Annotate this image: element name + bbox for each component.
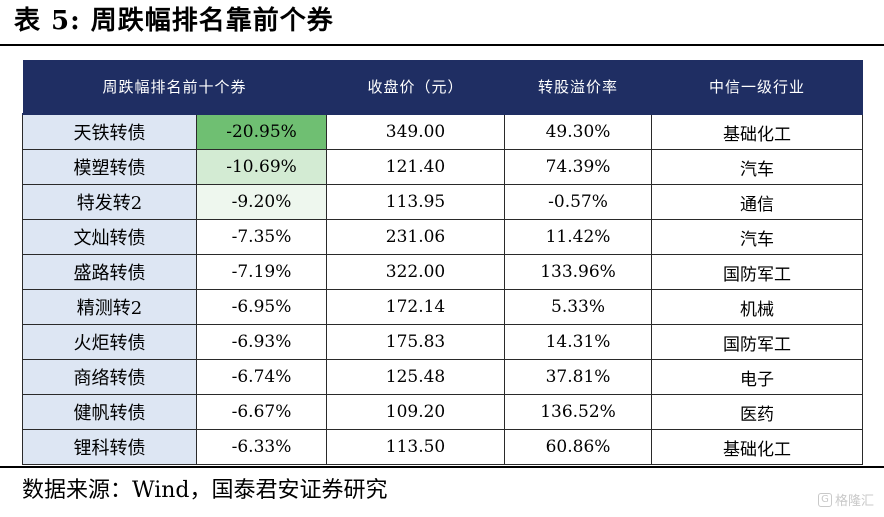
premium-rate-cell: 37.81% [504,359,653,395]
industry-cell: 国防军工 [651,324,864,360]
bond-name-cell: 火炬转债 [22,324,197,360]
weekly-change-cell: -6.33% [195,429,328,465]
table-row: 模塑转债 -10.69% 121.40 74.39% 汽车 [22,149,864,185]
industry-cell: 医药 [651,394,864,430]
premium-rate-cell: 14.31% [504,324,653,360]
bond-name-cell: 特发转2 [22,184,197,220]
premium-rate-cell: 136.52% [504,394,653,430]
premium-rate-cell: 11.42% [504,219,653,255]
bottom-rule [0,466,884,468]
premium-rate-cell: 49.30% [504,113,653,150]
premium-rate-cell: -0.57% [504,184,653,220]
close-price-cell: 231.06 [326,219,506,255]
table-row: 文灿转债 -7.35% 231.06 11.42% 汽车 [22,219,864,255]
close-price-cell: 172.14 [326,289,506,325]
table-title: 表 5: 周跌幅排名靠前个券 [14,6,334,36]
industry-cell: 汽车 [651,219,864,255]
bond-name-cell: 健帆转债 [22,394,197,430]
premium-rate-cell: 60.86% [504,429,653,465]
close-price-cell: 349.00 [326,113,506,150]
table-row: 火炬转债 -6.93% 175.83 14.31% 国防军工 [22,324,864,360]
top-rule [0,44,884,46]
weekly-change-cell: -10.69% [195,149,328,185]
table-row: 特发转2 -9.20% 113.95 -0.57% 通信 [22,184,864,220]
premium-rate-cell: 74.39% [504,149,653,185]
industry-cell: 机械 [651,289,864,325]
weekly-change-cell: -7.19% [195,254,328,290]
weekly-change-cell: -9.20% [195,184,328,220]
close-price-cell: 121.40 [326,149,506,185]
table-row: 商络转债 -6.74% 125.48 37.81% 电子 [22,359,864,395]
weekly-change-cell: -6.95% [195,289,328,325]
table-row: 锂科转债 -6.33% 113.50 60.86% 基础化工 [22,429,864,465]
close-price-cell: 113.50 [326,429,506,465]
table-row: 健帆转债 -6.67% 109.20 136.52% 医药 [22,394,864,430]
close-price-cell: 109.20 [326,394,506,430]
weekly-change-cell: -6.67% [195,394,328,430]
bond-name-cell: 商络转债 [22,359,197,395]
industry-cell: 基础化工 [651,429,864,465]
table-header-row: 周跌幅排名前十个券 收盘价（元） 转股溢价率 中信一级行业 [22,60,863,114]
bond-name-cell: 锂科转债 [22,429,197,465]
weekly-change-cell: -20.95% [195,113,328,150]
table-row: 盛路转债 -7.19% 322.00 133.96% 国防军工 [22,254,864,290]
bond-name-cell: 精测转2 [22,289,197,325]
premium-rate-cell: 5.33% [504,289,653,325]
weekly-change-cell: -7.35% [195,219,328,255]
industry-cell: 通信 [651,184,864,220]
table-row: 精测转2 -6.95% 172.14 5.33% 机械 [22,289,864,325]
watermark-logo-icon: G [817,492,832,507]
bond-name-cell: 文灿转债 [22,219,197,255]
premium-rate-cell: 133.96% [504,254,653,290]
bond-name-cell: 模塑转债 [22,149,197,185]
header-ranking: 周跌幅排名前十个券 [22,60,327,114]
bond-name-cell: 天铁转债 [22,113,197,150]
industry-cell: 国防军工 [651,254,864,290]
weekly-change-cell: -6.74% [195,359,328,395]
decliners-table: 周跌幅排名前十个券 收盘价（元） 转股溢价率 中信一级行业 天铁转债 -20.95… [22,60,864,465]
weekly-change-cell: -6.93% [195,324,328,360]
close-price-cell: 113.95 [326,184,506,220]
bond-name-cell: 盛路转债 [22,254,197,290]
header-close-price: 收盘价（元） [326,60,505,114]
table-body: 天铁转债 -20.95% 349.00 49.30% 基础化工 模塑转债 -10.69% 12… [22,113,864,465]
source-note: 数据来源：Wind，国泰君安证券研究 [22,478,388,503]
close-price-cell: 125.48 [326,359,506,395]
table-row: 天铁转债 -20.95% 349.00 49.30% 基础化工 [22,113,864,150]
industry-cell: 电子 [651,359,864,395]
watermark-text: 格隆汇 [834,494,874,509]
industry-cell: 汽车 [651,149,864,185]
watermark: G 格隆汇 [817,490,874,509]
industry-cell: 基础化工 [651,113,864,150]
header-industry: 中信一级行业 [651,60,863,114]
close-price-cell: 175.83 [326,324,506,360]
header-premium-rate: 转股溢价率 [504,60,652,114]
close-price-cell: 322.00 [326,254,506,290]
